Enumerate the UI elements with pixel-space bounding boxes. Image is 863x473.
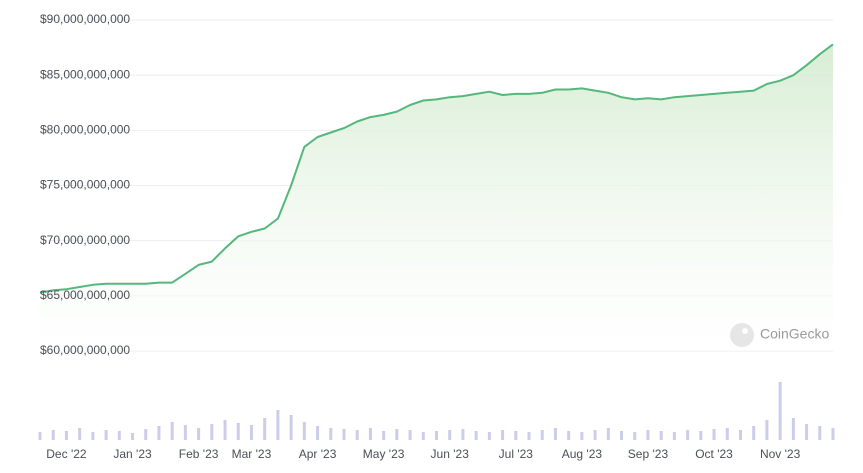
x-tick-label: Nov '23 xyxy=(760,447,801,461)
volume-bar xyxy=(302,422,306,440)
volume-bar xyxy=(791,418,795,440)
y-tick-label: $85,000,000,000 xyxy=(40,67,130,81)
y-tick-label: $75,000,000,000 xyxy=(40,178,130,192)
volume-bar xyxy=(501,430,505,440)
volume-bar xyxy=(672,432,676,440)
x-tick-label: Jun '23 xyxy=(431,447,470,461)
volume-bar xyxy=(646,430,650,440)
volume-bar xyxy=(263,418,267,440)
volume-bar xyxy=(368,428,372,440)
x-tick-label: Jul '23 xyxy=(499,447,534,461)
x-tick-label: Dec '22 xyxy=(46,447,87,461)
watermark-text: CoinGecko xyxy=(760,326,829,342)
volume-bar xyxy=(78,428,82,440)
volume-bar xyxy=(421,432,425,440)
volume-bar xyxy=(738,430,742,440)
x-tick-label: Aug '23 xyxy=(562,447,603,461)
volume-bar xyxy=(157,426,161,440)
y-tick-label: $80,000,000,000 xyxy=(40,123,130,137)
volume-bar xyxy=(593,430,597,440)
volume-bar xyxy=(236,423,240,440)
watermark: CoinGecko xyxy=(730,323,829,347)
volume-bar xyxy=(461,429,465,440)
labels: $60,000,000,000 $65,000,000,000 $70,000,00… xyxy=(40,12,801,461)
x-tick-label: May '23 xyxy=(363,447,405,461)
volume-bar xyxy=(699,431,703,440)
y-tick-label: $70,000,000,000 xyxy=(40,233,130,247)
volume-bar xyxy=(342,429,346,440)
volume-bar xyxy=(487,432,491,440)
volume-bar xyxy=(633,432,637,440)
line xyxy=(39,43,834,294)
volume-bar xyxy=(329,428,333,440)
volume-bar xyxy=(131,433,135,440)
volume-bar xyxy=(474,431,478,440)
volume-bar xyxy=(659,431,663,440)
volume-bar xyxy=(197,428,201,440)
volume-bar xyxy=(183,425,187,440)
watermark-logo xyxy=(730,323,754,347)
volume-bar xyxy=(289,415,293,440)
volume-bar xyxy=(382,431,386,440)
volume-bar xyxy=(514,431,518,440)
volume-bar xyxy=(249,425,253,440)
volume-bar xyxy=(448,430,452,440)
volume-bar xyxy=(117,431,121,440)
volume-bar xyxy=(765,420,769,440)
volume-bar xyxy=(104,430,108,440)
volume-bar xyxy=(276,410,280,440)
volume-bar xyxy=(725,428,729,440)
volume-bar xyxy=(805,424,809,440)
volume-bar xyxy=(91,432,95,440)
volume-bar xyxy=(567,431,571,440)
volume-bar xyxy=(395,429,399,440)
y-tick-label: $65,000,000,000 xyxy=(40,288,130,302)
volume-bar xyxy=(64,431,68,440)
plot xyxy=(38,43,835,440)
volume-bar xyxy=(818,426,822,440)
watermark-logo-eye xyxy=(742,328,748,334)
x-tick-label: Jan '23 xyxy=(113,447,152,461)
volume-bar xyxy=(778,382,782,440)
volume-bar xyxy=(831,428,835,440)
volume-bar xyxy=(210,424,214,440)
volume-bar xyxy=(435,431,438,440)
volume-bar xyxy=(144,429,148,440)
volume-bar xyxy=(355,430,359,440)
x-tick-label: Sep '23 xyxy=(628,447,669,461)
x-tick-label: Apr '23 xyxy=(299,447,337,461)
volume-bar xyxy=(408,430,412,440)
volume-bar xyxy=(540,430,544,440)
y-tick-label: $60,000,000,000 xyxy=(40,343,130,357)
volume-bar xyxy=(223,420,227,440)
x-tick-label: Mar '23 xyxy=(232,447,272,461)
volume-bar xyxy=(316,426,320,440)
volume-bar xyxy=(606,428,610,440)
volume-bar xyxy=(170,422,174,440)
volume-bar xyxy=(527,432,531,440)
x-tick-label: Feb '23 xyxy=(179,447,219,461)
x-tick-label: Oct '23 xyxy=(695,447,733,461)
volume-bar xyxy=(752,426,756,440)
volume-bar xyxy=(712,429,716,440)
volume-bar xyxy=(51,430,55,440)
volume-bar xyxy=(580,432,584,440)
area xyxy=(40,44,833,352)
y-tick-label: $90,000,000,000 xyxy=(40,12,130,26)
volume-bar xyxy=(620,431,624,440)
volume-bar xyxy=(553,428,557,440)
volume-bar xyxy=(686,430,690,440)
volume-bar xyxy=(38,432,42,440)
